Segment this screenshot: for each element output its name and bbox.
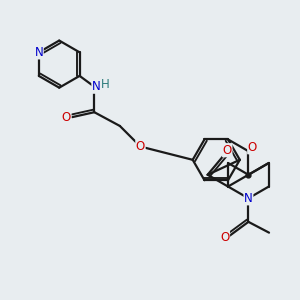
Text: O: O — [220, 231, 230, 244]
Text: O: O — [62, 111, 71, 124]
Text: N: N — [244, 192, 253, 205]
Text: N: N — [92, 80, 101, 93]
Text: O: O — [223, 144, 232, 157]
Text: O: O — [136, 140, 145, 153]
Text: N: N — [34, 46, 43, 59]
Text: H: H — [101, 78, 110, 91]
Text: O: O — [248, 141, 257, 154]
